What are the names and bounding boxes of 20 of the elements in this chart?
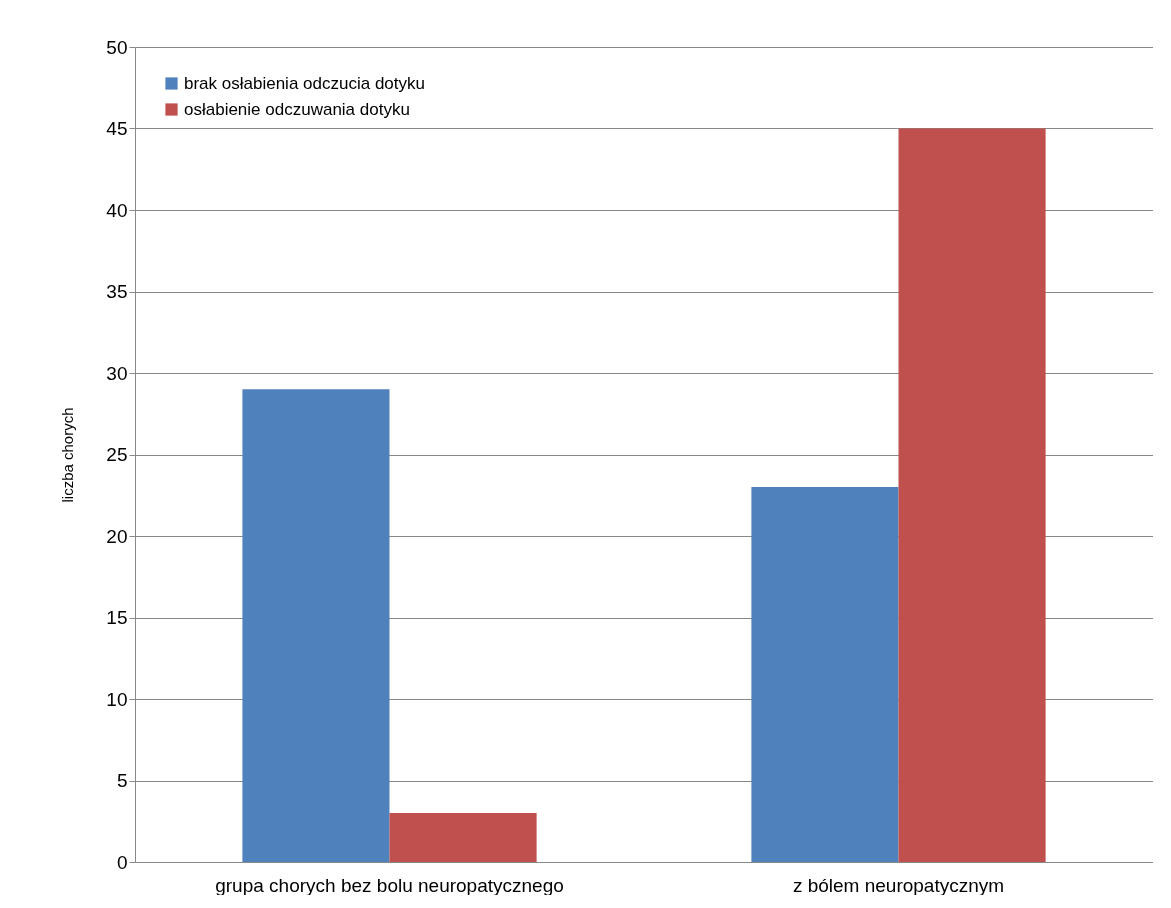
legend-label: brak osłabienia odczucia dotyku xyxy=(184,73,425,93)
y-tick-label: 50 xyxy=(106,36,128,58)
y-tick-label: 30 xyxy=(106,362,128,384)
y-tick-label: 35 xyxy=(106,281,128,302)
bar xyxy=(389,813,537,862)
x-tick-label: z bólem neuropatycznym xyxy=(792,874,1005,896)
bar xyxy=(898,128,1046,862)
y-tick-label: 15 xyxy=(106,607,128,628)
y-tick-label: 25 xyxy=(106,444,128,465)
y-tick-label: 45 xyxy=(106,118,128,139)
legend-label: osłabienie odczuwania dotyku xyxy=(184,99,410,119)
bar xyxy=(751,487,899,862)
y-tick-label: 0 xyxy=(116,851,128,873)
y-axis-title: liczba chorych xyxy=(59,407,77,503)
y-tick-label: 40 xyxy=(106,199,128,221)
y-tick-label: 20 xyxy=(106,525,128,547)
y-tick-label: 10 xyxy=(106,688,128,710)
y-tick-label: 5 xyxy=(116,770,128,791)
bar xyxy=(242,389,390,862)
x-tick-label: grupa chorych bez bolu neuropatycznego xyxy=(215,874,564,896)
